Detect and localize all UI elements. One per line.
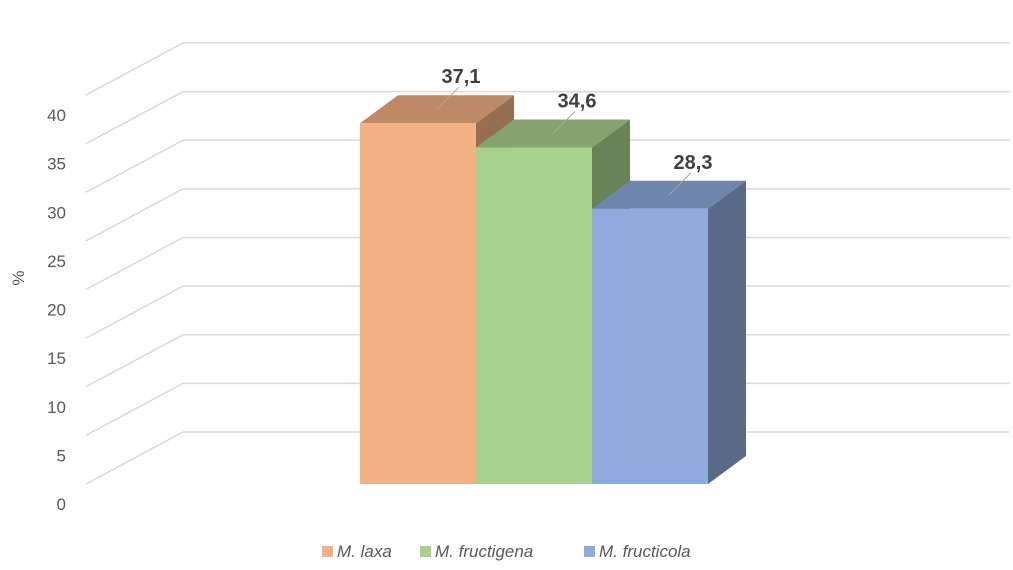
y-tick-label: 5 [57,446,66,465]
gridline-side [85,382,184,437]
y-tick-label: 20 [47,301,66,320]
gridline-side [85,90,184,145]
bar-front [360,123,476,484]
data-label: 37,1 [442,66,481,88]
data-label-leader [668,172,692,196]
legend-swatch [420,546,431,557]
y-tick-label: 35 [47,155,66,174]
bar-side [708,180,746,484]
data-label-leader [436,86,460,110]
y-tick-label: 15 [47,349,66,368]
gridline-side [85,285,184,339]
legend-item: M. fructigena [420,542,533,561]
bar-m-fructicola [592,180,746,484]
y-tick-label: 30 [47,203,66,222]
gridline-side [85,139,184,193]
gridline-side [85,334,184,388]
y-axis-ticks: 0 5 10 15 20 25 30 35 40 [47,106,66,514]
bar-front [592,208,708,484]
legend-swatch [584,546,595,557]
legend-label: M. laxa [337,542,392,561]
y-tick-label: 25 [47,252,66,271]
gridline-side [85,188,184,242]
gridline-side [85,431,184,485]
legend-item: M. laxa [322,542,392,561]
legend-swatch [322,546,333,557]
gridline-side [85,42,184,96]
gridline-side [85,236,184,291]
legend-label: M. fructicola [599,542,691,561]
data-label-leader [552,111,576,134]
data-label: 34,6 [558,91,597,113]
y-axis-label: % [9,270,28,285]
data-labels: 37,1 34,6 28,3 [436,66,713,196]
bar-front [476,147,592,484]
data-label: 28,3 [674,152,713,174]
legend-item: M. fructicola [584,542,691,561]
y-tick-label: 10 [47,398,66,417]
y-tick-label: 0 [57,495,66,514]
legend: M. laxa M. fructigena M. fructicola [322,542,691,561]
bars [360,95,746,484]
legend-label: M. fructigena [435,542,533,561]
y-tick-label: 40 [47,106,66,125]
